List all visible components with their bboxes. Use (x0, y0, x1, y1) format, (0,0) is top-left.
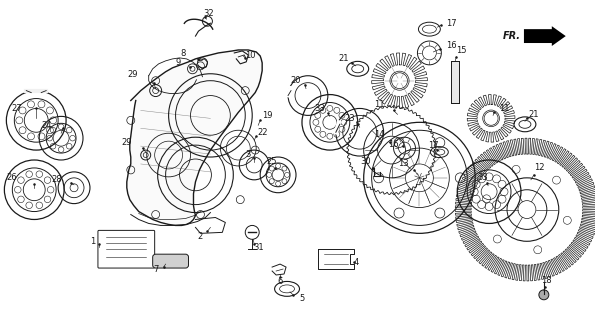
Text: 29: 29 (128, 70, 138, 79)
Text: 15: 15 (456, 46, 467, 55)
Text: 9: 9 (176, 58, 181, 67)
FancyBboxPatch shape (153, 254, 188, 268)
Text: 13: 13 (398, 159, 409, 168)
Text: 30: 30 (361, 157, 371, 166)
Text: 25: 25 (267, 157, 277, 166)
Text: 16: 16 (446, 42, 457, 51)
Bar (451, 61, 460, 102)
Text: 10: 10 (245, 52, 256, 60)
Text: 1: 1 (91, 237, 95, 246)
Text: 19: 19 (262, 111, 272, 120)
Text: 16: 16 (388, 140, 399, 148)
Text: 22: 22 (257, 128, 268, 137)
Text: 2: 2 (198, 232, 203, 241)
Text: 33: 33 (478, 173, 489, 182)
Text: 12: 12 (533, 164, 544, 172)
Text: 11: 11 (374, 100, 385, 109)
Text: 26: 26 (6, 173, 17, 182)
Text: 21: 21 (529, 110, 539, 119)
FancyArrow shape (524, 26, 566, 46)
Text: 5: 5 (299, 294, 305, 303)
Text: 7: 7 (153, 265, 159, 274)
Text: 11: 11 (499, 104, 510, 113)
Text: 33: 33 (315, 104, 325, 113)
Text: 4: 4 (354, 258, 359, 267)
Text: 29: 29 (122, 138, 132, 147)
Text: 27: 27 (11, 104, 21, 113)
Text: 31: 31 (253, 243, 263, 252)
Text: 21: 21 (339, 54, 349, 63)
Text: FR.: FR. (503, 31, 521, 41)
Text: 20: 20 (291, 76, 301, 85)
Text: 18: 18 (542, 276, 552, 285)
Text: 6: 6 (277, 277, 283, 286)
Text: 32: 32 (203, 9, 214, 18)
Polygon shape (127, 50, 262, 225)
Text: 8: 8 (181, 49, 186, 59)
Circle shape (539, 290, 549, 300)
Text: 3: 3 (246, 149, 251, 158)
Text: 23: 23 (344, 114, 355, 123)
Text: 28: 28 (52, 175, 63, 184)
Text: 24: 24 (41, 121, 51, 130)
Text: 14: 14 (374, 130, 385, 139)
Text: 17: 17 (446, 19, 457, 28)
Text: 17: 17 (428, 140, 439, 150)
